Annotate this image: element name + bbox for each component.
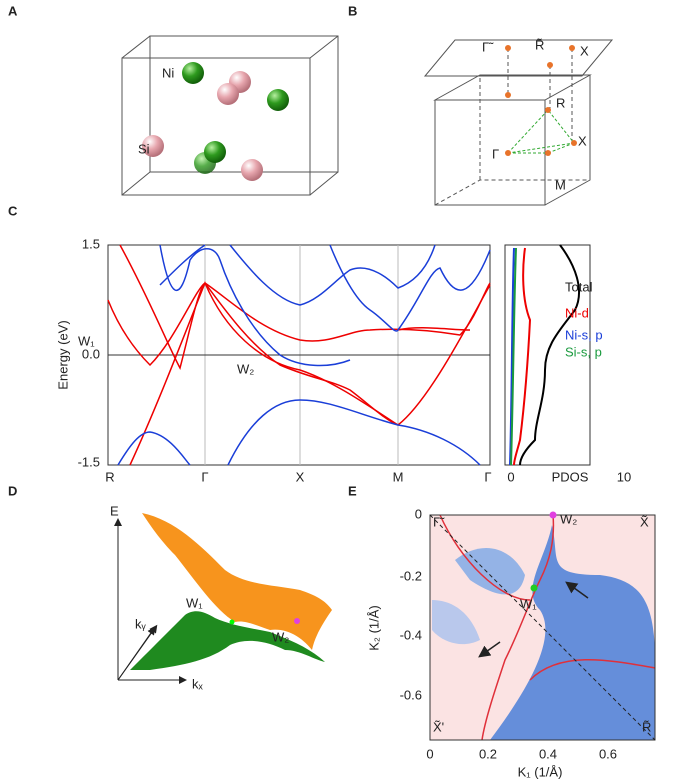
point-label: R [556, 95, 565, 110]
legend-entry: Total [565, 279, 593, 294]
x-tick-label: 0.4 [539, 746, 557, 761]
k-label: Γ [201, 469, 208, 484]
k-label: R [105, 469, 114, 484]
panel-b: B Γ̃ R̃ X R X Γ M [348, 3, 614, 206]
y-tick-label: -0.2 [400, 568, 422, 583]
panel-d: D E kᵧ kₓ W₁ W₂ [8, 483, 332, 691]
x-axis-label: PDOS [552, 469, 589, 484]
weyl-label: W₂ [237, 361, 254, 376]
axis-label: K₂ (1/Å) [366, 605, 381, 651]
panel-label: D [8, 483, 17, 498]
corner-label: X̃ [640, 514, 649, 529]
k-label: Γ [484, 469, 491, 484]
weyl-label: W₁ [186, 595, 203, 610]
point-label: R̃ [535, 37, 544, 52]
point-label: M [555, 177, 566, 192]
y-tick-label: -1.5 [78, 454, 100, 469]
x-tick-label: 0 [426, 746, 433, 761]
weyl-label: W₁ [520, 596, 537, 611]
panel-label: E [348, 483, 357, 498]
weyl-label: W₂ [560, 511, 577, 526]
axis-label: E [110, 503, 119, 518]
legend-entry: Ni-s, p [565, 327, 603, 342]
x-tick-label: 0.6 [599, 746, 617, 761]
point-label: X [578, 133, 587, 148]
point-label: Γ̃ [482, 39, 494, 54]
x-tick-label: 0.2 [479, 746, 497, 761]
point-label: Γ [492, 146, 499, 161]
panel-label: C [8, 203, 18, 218]
x-tick-label: 10 [617, 469, 631, 484]
panel-e: E 0 -0.2 -0.4 -0.6 0 0.2 0.4 0.6 K₁ (1/Å… [348, 483, 656, 779]
axis-label: Energy (eV) [55, 320, 70, 389]
weyl-label: W₁ [78, 333, 95, 348]
y-tick-label: 0 [415, 506, 422, 521]
atom-label: Ni [162, 65, 174, 80]
atom-label: Si [138, 141, 150, 156]
y-tick-label: -0.6 [400, 687, 422, 702]
panel-label: A [8, 3, 18, 18]
panel-a: A Ni Si [8, 3, 339, 196]
axis-label: kᵧ [135, 616, 147, 631]
y-tick-label: 0.0 [82, 346, 100, 361]
axis-label: K₁ (1/Å) [518, 764, 563, 779]
axis-label: kₓ [192, 676, 204, 691]
corner-label: R̃ [642, 719, 651, 734]
point-label: X [580, 43, 589, 58]
corner-label: X̃' [433, 719, 444, 734]
panel-label: B [348, 3, 357, 18]
legend-entry: Ni-d [565, 305, 589, 320]
y-tick-label: -0.4 [400, 627, 422, 642]
legend-entry: Si-s, p [565, 344, 602, 359]
weyl-label: W₂ [272, 629, 289, 644]
y-tick-label: 1.5 [82, 236, 100, 251]
k-label: X [296, 469, 305, 484]
x-tick-label: 0 [507, 469, 514, 484]
panel-c: C 1.5 0.0 -1.5 Energy (eV) R Γ X M Γ W₁ … [8, 203, 631, 484]
k-label: M [393, 469, 404, 484]
